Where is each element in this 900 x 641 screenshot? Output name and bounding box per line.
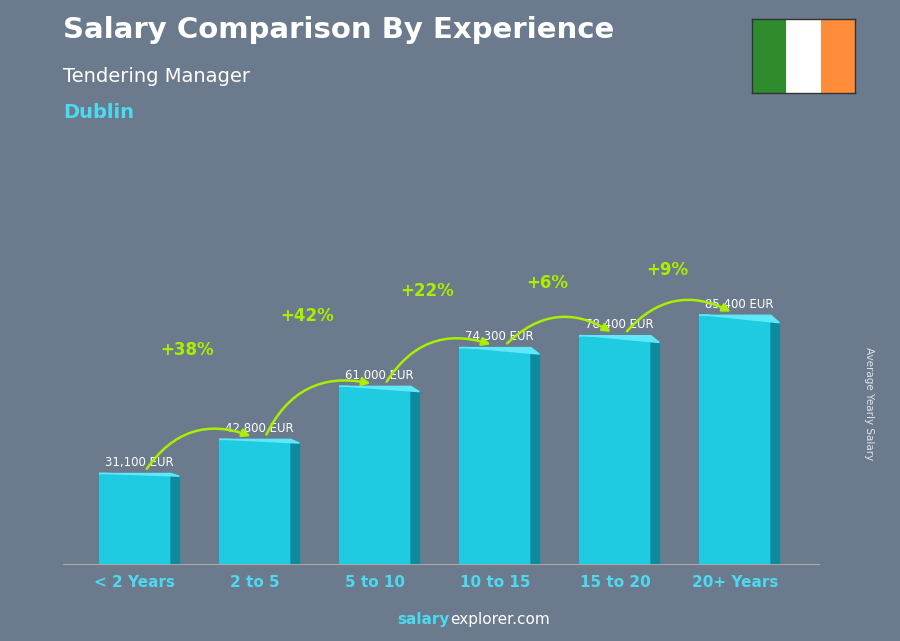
Text: 85,400 EUR: 85,400 EUR xyxy=(705,298,773,311)
Text: Average Yearly Salary: Average Yearly Salary xyxy=(863,347,874,460)
Text: +42%: +42% xyxy=(280,307,334,325)
Text: 31,100 EUR: 31,100 EUR xyxy=(105,456,174,469)
Polygon shape xyxy=(459,347,539,354)
Polygon shape xyxy=(699,315,779,322)
Bar xyxy=(579,336,651,564)
Text: Dublin: Dublin xyxy=(63,103,134,122)
Polygon shape xyxy=(171,474,179,564)
Bar xyxy=(786,19,821,93)
Text: explorer.com: explorer.com xyxy=(450,612,550,627)
Bar xyxy=(339,387,411,564)
Bar xyxy=(752,19,786,93)
Polygon shape xyxy=(771,315,779,564)
Text: salary: salary xyxy=(398,612,450,627)
Text: +22%: +22% xyxy=(400,281,454,299)
Bar xyxy=(699,315,771,564)
Polygon shape xyxy=(99,474,179,476)
Text: 42,800 EUR: 42,800 EUR xyxy=(225,422,293,435)
Text: +9%: +9% xyxy=(646,260,688,278)
Text: +38%: +38% xyxy=(160,341,214,359)
Polygon shape xyxy=(291,439,300,564)
Text: 74,300 EUR: 74,300 EUR xyxy=(465,330,534,343)
Bar xyxy=(219,439,291,564)
Polygon shape xyxy=(531,347,539,564)
Bar xyxy=(99,474,171,564)
Polygon shape xyxy=(219,439,300,443)
Polygon shape xyxy=(579,336,660,342)
Text: 61,000 EUR: 61,000 EUR xyxy=(345,369,413,382)
Polygon shape xyxy=(339,387,419,392)
Polygon shape xyxy=(651,336,660,564)
Polygon shape xyxy=(411,387,419,564)
Text: Salary Comparison By Experience: Salary Comparison By Experience xyxy=(63,16,614,44)
Text: +6%: +6% xyxy=(526,274,568,292)
Bar xyxy=(459,347,531,564)
Bar xyxy=(821,19,855,93)
Text: 78,400 EUR: 78,400 EUR xyxy=(585,319,653,331)
Text: Tendering Manager: Tendering Manager xyxy=(63,67,250,87)
